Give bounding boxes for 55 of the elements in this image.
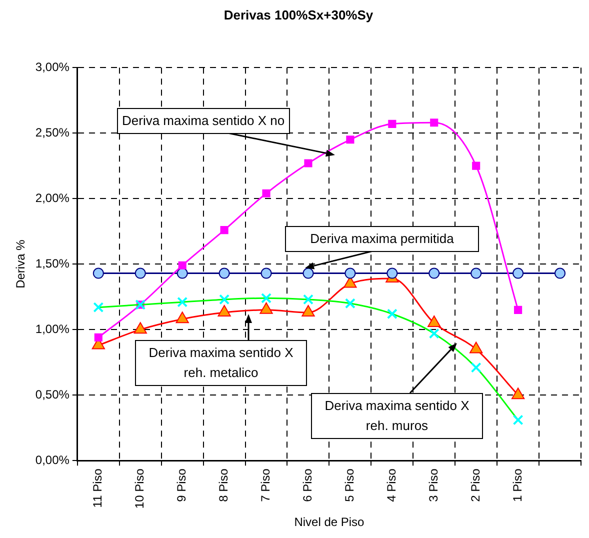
point (386, 268, 398, 279)
point (262, 189, 270, 198)
text-box: Deriva maxima sentido X reh. metalico (135, 340, 307, 386)
point (428, 316, 441, 328)
text-box: Deriva maxima sentido X no (117, 108, 290, 134)
x-tick-label: 8 Piso (216, 468, 231, 502)
point (511, 388, 525, 400)
x-tick-label: 3 Piso (426, 468, 440, 502)
point (470, 342, 483, 354)
point (218, 305, 231, 317)
chart-title: Derivas 100%Sx+30%Sy (224, 7, 374, 22)
point (218, 268, 230, 279)
y-tick-label: 1,50% (35, 256, 70, 270)
x-tick-label: 11 Piso (90, 468, 105, 508)
text-box: Deriva maxima sentido X reh. muros (311, 393, 483, 439)
x-tick-label: 4 Piso (384, 468, 398, 502)
text-box: Deriva maxima permitida (285, 226, 479, 252)
point (134, 268, 146, 279)
point (178, 261, 186, 270)
y-axis-title: Deriva % (14, 239, 28, 288)
point (304, 159, 312, 168)
point (514, 306, 522, 314)
point (344, 268, 356, 279)
x-tick-label: 6 Piso (300, 468, 315, 502)
point (346, 136, 354, 144)
point (472, 162, 480, 170)
point (512, 268, 524, 279)
point (94, 333, 102, 342)
point (302, 268, 314, 279)
y-tick-label: 0,50% (35, 387, 70, 402)
point (260, 268, 272, 279)
point (470, 268, 482, 279)
y-tick-label: 3,00% (35, 60, 70, 74)
point (302, 305, 315, 317)
x-tick-label: 9 Piso (174, 468, 189, 502)
point (176, 312, 189, 324)
point (260, 302, 273, 314)
y-tick-label: 2,00% (35, 190, 70, 205)
y-tick-label: 2,50% (35, 125, 70, 140)
x-axis-title: Nivel de Piso (294, 515, 365, 530)
point (554, 268, 566, 279)
x-tick-label: 2 Piso (468, 468, 482, 502)
point (134, 322, 147, 334)
x-tick-label: 10 Piso (132, 468, 147, 509)
point (388, 120, 396, 128)
point (220, 226, 228, 234)
x-tick-label: 5 Piso (342, 468, 357, 502)
point (176, 268, 188, 279)
x-tick-label: 7 Piso (258, 468, 273, 502)
y-tick-label: 0,00% (35, 452, 70, 467)
y-tick-label: 1,00% (35, 322, 70, 336)
point (430, 118, 438, 127)
x-tick-label: 1 Piso (510, 468, 524, 502)
point (92, 268, 104, 279)
point (428, 268, 440, 279)
